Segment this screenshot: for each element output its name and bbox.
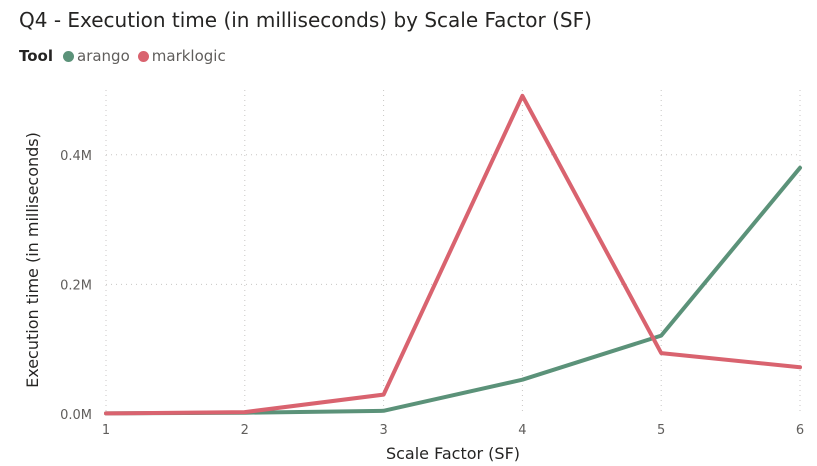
legend-title: Tool <box>19 47 53 65</box>
chart-title: Q4 - Execution time (in milliseconds) by… <box>19 8 592 32</box>
y-tick-label: 0.4M <box>60 149 92 164</box>
legend-marker-marklogic <box>137 50 149 62</box>
y-tick-label: 0.0M <box>60 408 92 423</box>
legend-item-marklogic[interactable]: marklogic <box>137 47 226 65</box>
legend-item-arango[interactable]: arango <box>63 47 130 65</box>
legend-label-arango: arango <box>77 47 130 65</box>
x-tick-label: 3 <box>379 423 387 438</box>
legend-label-marklogic: marklogic <box>151 47 226 65</box>
series-line-marklogic <box>104 93 802 416</box>
y-tick-label: 0.2M <box>60 278 92 293</box>
x-tick-label: 2 <box>241 423 249 438</box>
legend-marker-arango <box>63 50 74 62</box>
x-axis-title: Scale Factor (SF) <box>386 444 520 463</box>
x-tick-label: 6 <box>796 423 804 438</box>
series-line-arango <box>104 165 802 416</box>
x-tick-label: 1 <box>102 423 110 438</box>
legend: Tool arango marklogic <box>19 46 234 66</box>
x-tick-label: 4 <box>518 423 526 438</box>
y-axis-title: Execution time (in milliseconds) <box>23 132 42 388</box>
x-tick-label: 5 <box>657 423 665 438</box>
